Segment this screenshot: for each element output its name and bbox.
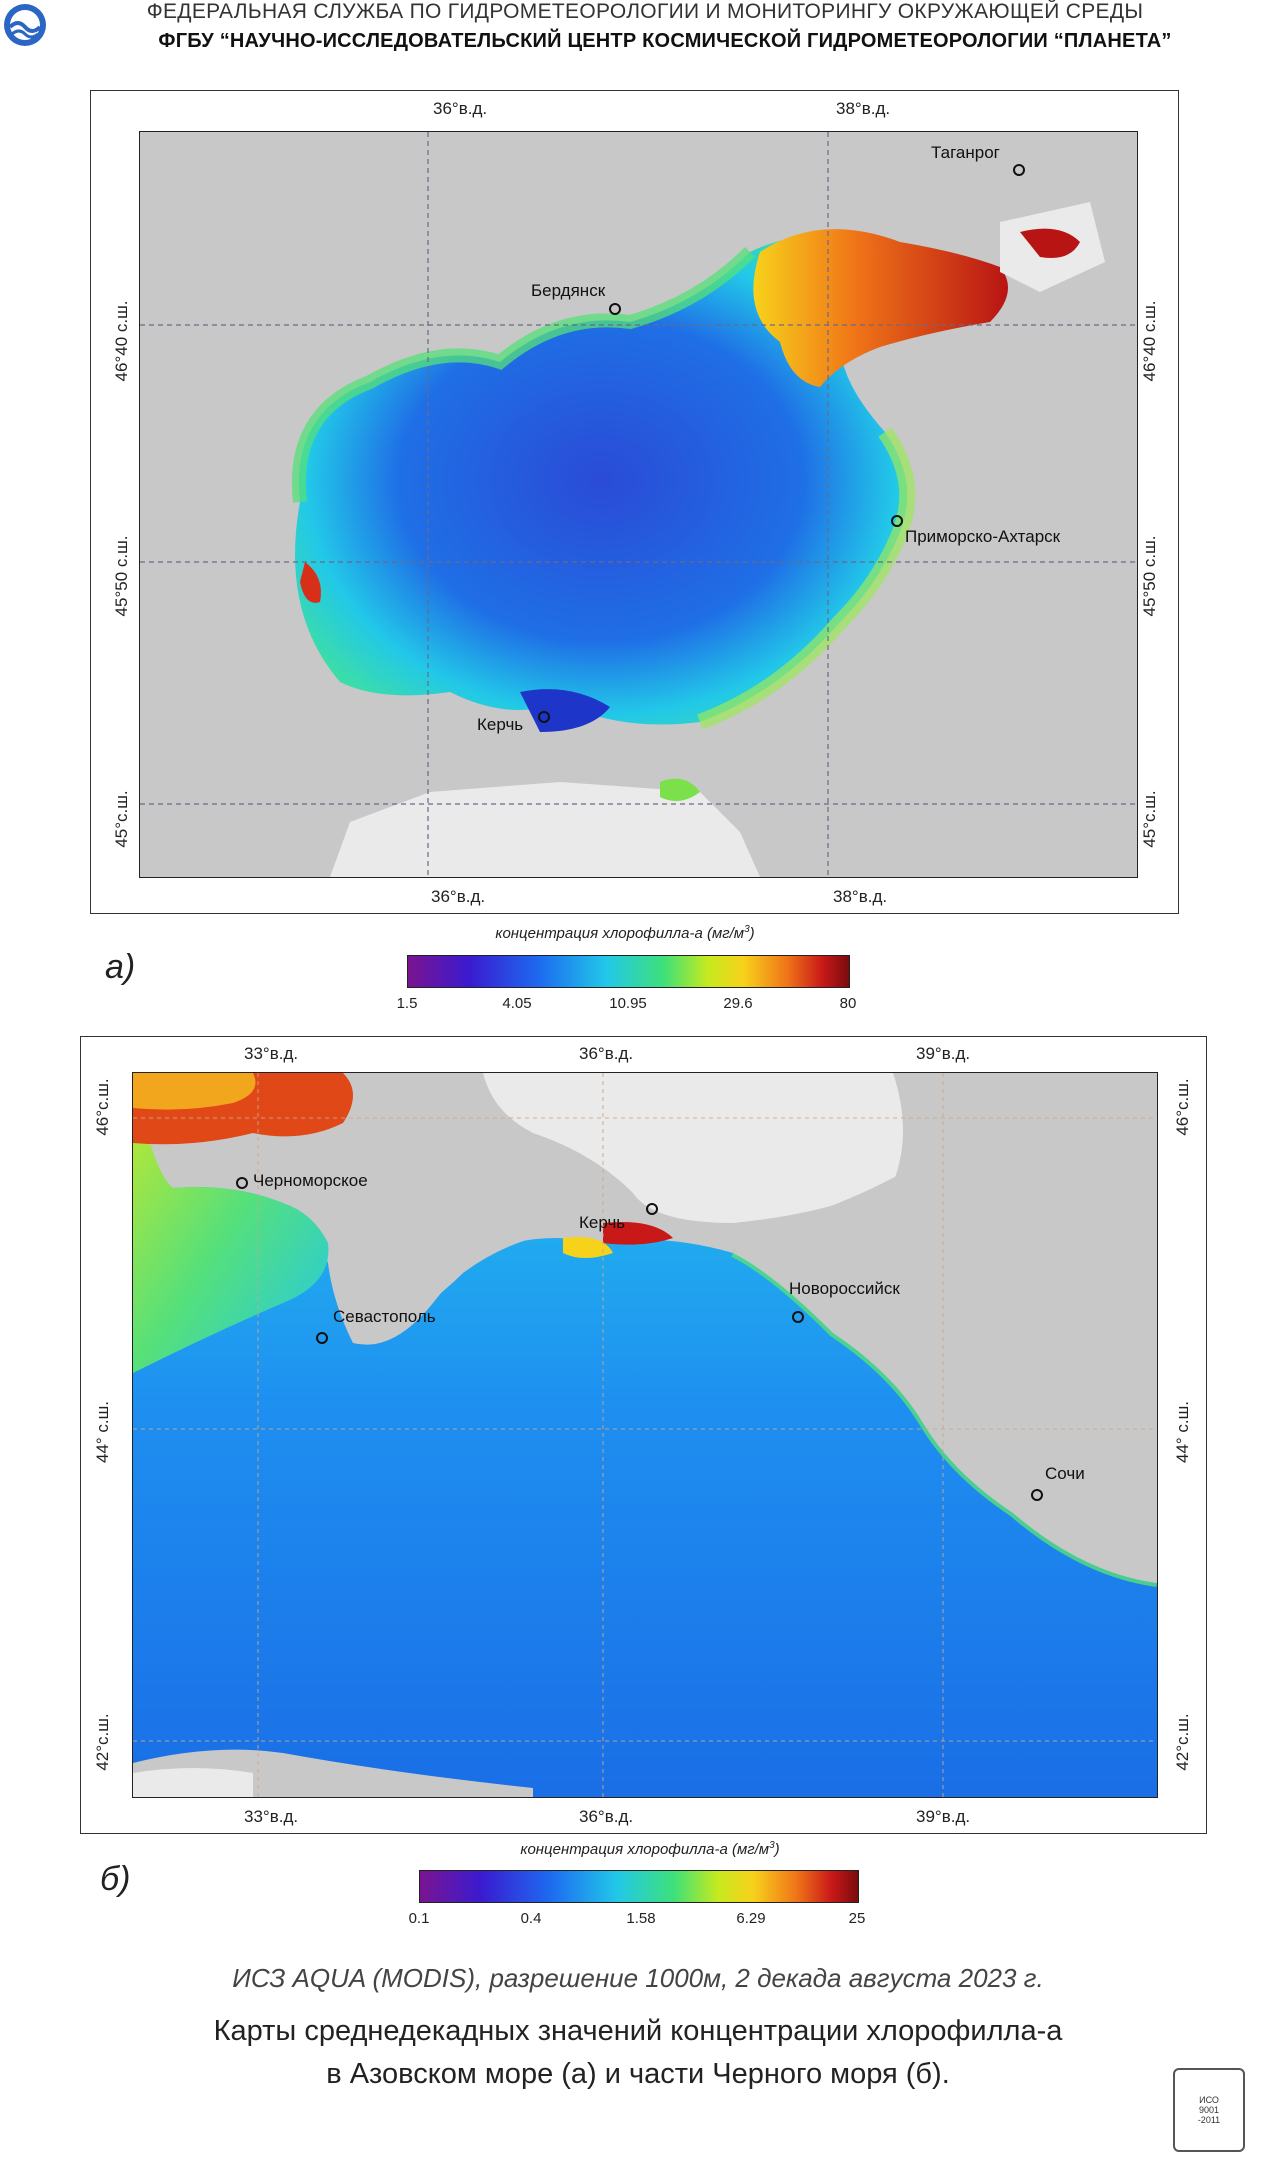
- colorbar-b-tick: 1.58: [626, 1910, 656, 1927]
- city-label-primorsko-akhtarsk: Приморско-Ахтарск: [905, 527, 1061, 546]
- colorbar-a-tick: 1.5: [396, 995, 418, 1012]
- map-b-image: [132, 1072, 1158, 1798]
- city-label-taganrog: Таганрог: [931, 143, 1000, 162]
- map-a-lon-label-top: 36°в.д.: [433, 99, 488, 118]
- colorbar-b: [419, 1870, 859, 1903]
- header-center-name: ФГБУ “НАУЧНО-ИССЛЕДОВАТЕЛЬСКИЙ ЦЕНТР КОС…: [158, 30, 1172, 52]
- map-b-lat-label-left: 44° с.ш.: [93, 1401, 112, 1464]
- map-a-lat-label-right: 45°50 с.ш.: [1140, 535, 1159, 617]
- city-label-kerch: Керчь: [579, 1213, 626, 1232]
- colorbar-b-tick: 0.4: [520, 1910, 542, 1927]
- map-a-lat-label-left: 46°40 с.ш.: [112, 300, 131, 382]
- city-label-chernomorskoe: Черноморское: [253, 1171, 368, 1190]
- header-agency-name: ФЕДЕРАЛЬНАЯ СЛУЖБА ПО ГИДРОМЕТЕОРОЛОГИИ …: [146, 0, 1144, 23]
- map-a-image: [139, 131, 1138, 878]
- city-marker-sochi: [1031, 1489, 1043, 1501]
- figure-title-line1: Карты среднедекадных значений концентрац…: [213, 2015, 1063, 2047]
- map-a-lat-label-right: 45°с.ш.: [1140, 790, 1159, 848]
- colorbar-a-tick: 10.95: [609, 995, 647, 1012]
- map-b-lon-label-bottom: 39°в.д.: [916, 1807, 971, 1826]
- city-marker-novorossiysk: [792, 1311, 804, 1323]
- map-a-lon-label-top: 38°в.д.: [836, 99, 891, 118]
- colorbar-a-tick: 80: [839, 995, 857, 1012]
- city-marker-kerch: [646, 1203, 658, 1215]
- satellite-caption: ИСЗ AQUA (MODIS), разрешение 1000м, 2 де…: [232, 1963, 1044, 1993]
- colorbar-a-tick: 29.6: [723, 995, 753, 1012]
- city-label-sevastopol: Севастополь: [333, 1307, 436, 1326]
- map-a-panel-label: а): [105, 948, 136, 986]
- city-marker-primorsko-akhtarsk: [891, 515, 903, 527]
- city-label-berdyansk: Бердянск: [531, 281, 606, 300]
- map-b-panel: 33°в.д. 36°в.д. 39°в.д. 33°в.д. 36°в.д. …: [80, 1036, 1207, 1834]
- colorbar-a: [407, 955, 850, 988]
- city-marker-sevastopol: [316, 1332, 328, 1344]
- map-a-lon-label-bottom: 38°в.д.: [833, 887, 888, 906]
- colorbar-a-tick: 4.05: [502, 995, 532, 1012]
- map-b-lon-label-top: 39°в.д.: [916, 1044, 971, 1063]
- map-b-lon-label-top: 33°в.д.: [244, 1044, 299, 1063]
- map-b-lon-label-bottom: 36°в.д.: [579, 1807, 634, 1826]
- city-marker-kerch: [538, 711, 550, 723]
- colorbar-b-tick: 6.29: [736, 1910, 766, 1927]
- map-b-lat-label-right: 42°с.ш.: [1173, 1713, 1192, 1771]
- city-marker-berdyansk: [609, 303, 621, 315]
- map-b-lat-label-left: 46°с.ш.: [93, 1078, 112, 1136]
- city-label-kerch: Керчь: [477, 715, 524, 734]
- iso-certification-stamp: ИСО 9001 -2011: [1173, 2068, 1245, 2152]
- colorbar-b-tick: 25: [848, 1910, 866, 1927]
- map-a-lat-label-right: 46°40 с.ш.: [1140, 300, 1159, 382]
- map-b-lon-label-bottom: 33°в.д.: [244, 1807, 299, 1826]
- city-marker-taganrog: [1013, 164, 1025, 176]
- city-marker-chernomorskoe: [236, 1177, 248, 1189]
- city-label-sochi: Сочи: [1045, 1464, 1085, 1483]
- map-b-lat-label-right: 44° с.ш.: [1173, 1401, 1192, 1464]
- map-a-lat-label-left: 45°с.ш.: [112, 790, 131, 848]
- map-b-lat-label-left: 42°с.ш.: [93, 1713, 112, 1771]
- map-a-lat-label-left: 45°50 с.ш.: [112, 535, 131, 617]
- map-b-panel-label: б): [100, 1860, 131, 1898]
- map-b-lon-label-top: 36°в.д.: [579, 1044, 634, 1063]
- map-a-panel: 36°в.д. 38°в.д. 36°в.д. 38°в.д. 46°40 с.…: [90, 90, 1179, 914]
- city-label-novorossiysk: Новороссийск: [789, 1279, 900, 1298]
- colorbar-a-title: концентрация хлорофилла-а (мг/м3): [495, 924, 755, 942]
- colorbar-b-tick: 0.1: [408, 1910, 430, 1927]
- colorbar-b-title: концентрация хлорофилла-а (мг/м3): [520, 1840, 780, 1858]
- map-a-lon-label-bottom: 36°в.д.: [431, 887, 486, 906]
- map-b-lat-label-right: 46°с.ш.: [1173, 1078, 1192, 1136]
- figure-title-line2: в Азовском море (а) и части Черного моря…: [326, 2058, 950, 2090]
- roshydromet-logo-icon: [2, 2, 48, 48]
